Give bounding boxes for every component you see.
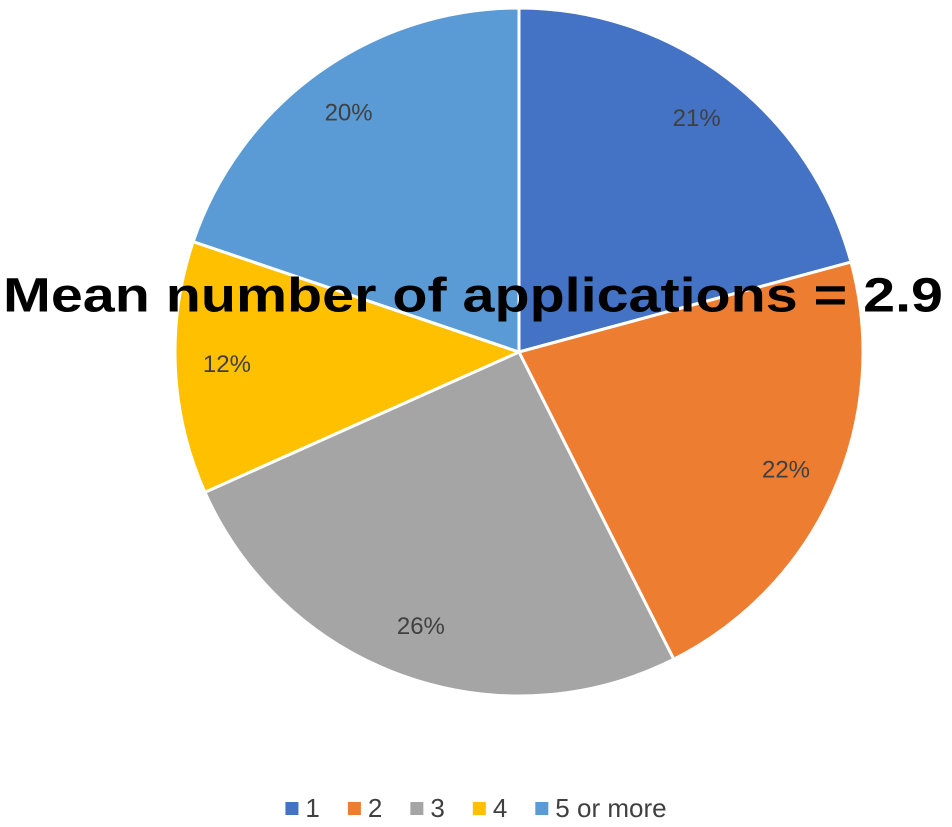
slice	[516, 260, 865, 662]
slice	[191, 6, 521, 355]
legend-label: 2	[368, 793, 382, 823]
legend-swatch	[347, 802, 361, 815]
labels: 21% 22% 26% 12% 20%	[203, 100, 810, 640]
slice	[517, 6, 853, 354]
legend-swatch	[410, 802, 424, 815]
annotation: Mean number of applications = 2.9	[3, 270, 943, 323]
slice	[173, 239, 524, 495]
data-label: 20%	[325, 100, 373, 127]
legend-label: 5 or more	[555, 793, 666, 823]
legend-swatch	[285, 802, 299, 815]
legend-swatch	[535, 802, 549, 815]
data-label: 26%	[397, 613, 445, 640]
data-label: 22%	[762, 457, 810, 484]
legend-label: 3	[430, 793, 444, 823]
legend: 1 2 3 4 5 or more	[285, 793, 667, 823]
legend-label: 4	[493, 793, 507, 823]
legend-swatch	[472, 802, 486, 815]
data-label: 12%	[203, 351, 251, 378]
slice	[202, 350, 676, 698]
data-label: 21%	[673, 105, 721, 132]
legend-label: 1	[305, 793, 319, 823]
pie	[173, 6, 865, 698]
